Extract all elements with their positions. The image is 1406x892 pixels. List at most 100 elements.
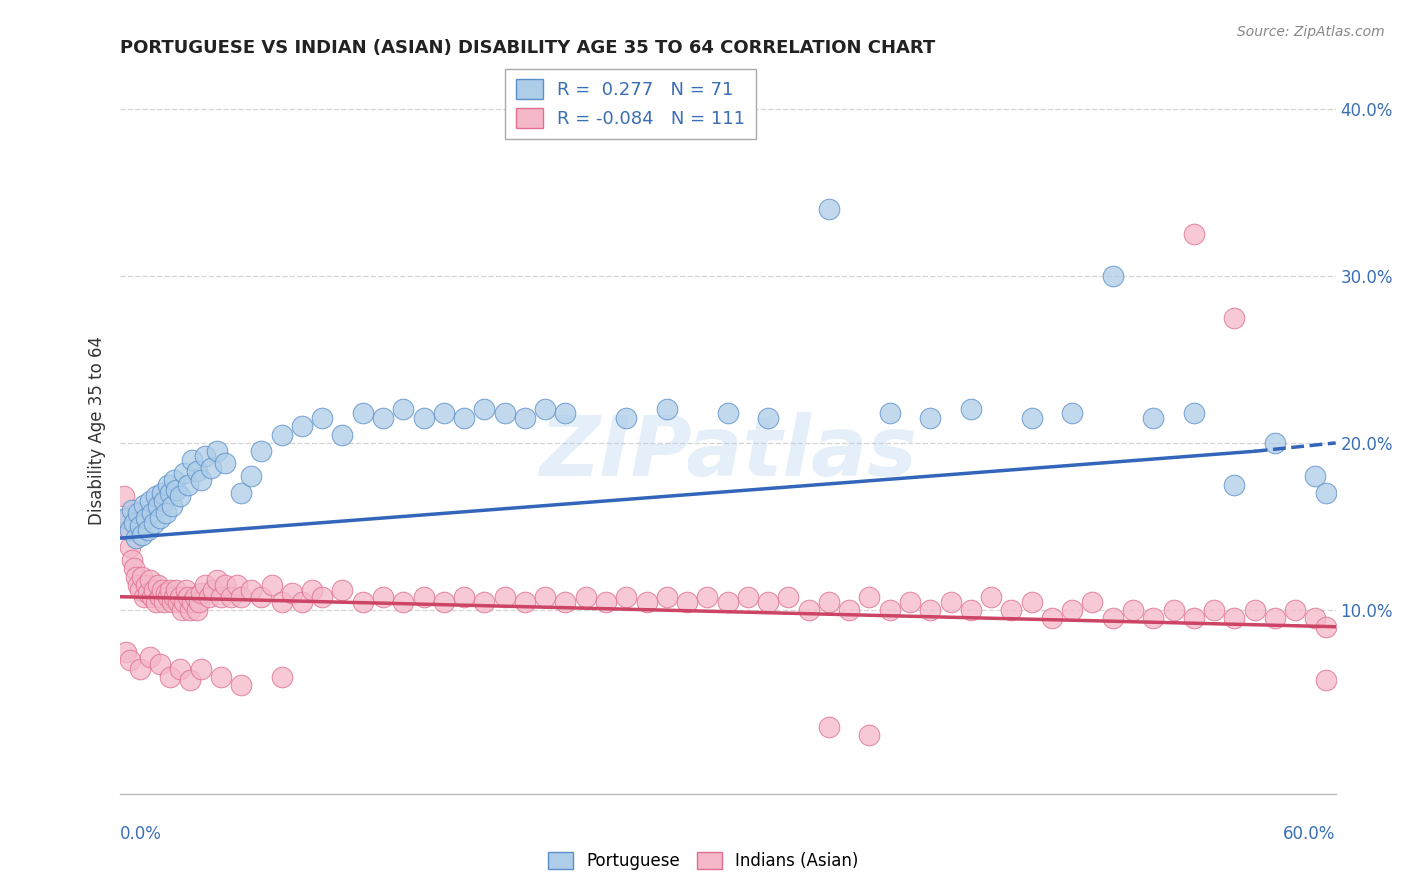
Point [114, 511, 136, 525]
Point [301, 582, 323, 597]
Point [114, 645, 136, 659]
Point [1182, 227, 1205, 241]
Point [1081, 595, 1104, 609]
Point [838, 603, 860, 617]
Point [939, 595, 962, 609]
Point [187, 595, 209, 609]
Point [371, 590, 394, 604]
Point [155, 506, 177, 520]
Point [201, 582, 224, 597]
Point [141, 506, 163, 520]
Point [179, 603, 201, 617]
Point [311, 590, 333, 604]
Point [194, 578, 217, 592]
Point [146, 500, 169, 514]
Point [717, 406, 740, 420]
Point [194, 450, 217, 464]
Point [959, 603, 981, 617]
Point [1284, 603, 1306, 617]
Point [1040, 611, 1063, 625]
Point [332, 427, 354, 442]
Point [160, 500, 183, 514]
Point [149, 657, 172, 671]
Point [332, 582, 354, 597]
Point [1223, 611, 1246, 625]
Point [163, 473, 186, 487]
Point [143, 516, 166, 530]
Point [186, 603, 208, 617]
Point [270, 595, 292, 609]
Point [1122, 603, 1144, 617]
Point [818, 202, 841, 216]
Point [1000, 603, 1022, 617]
Point [980, 590, 1002, 604]
Point [392, 402, 415, 417]
Point [1315, 673, 1337, 688]
Text: 0.0%: 0.0% [120, 825, 162, 843]
Point [149, 511, 172, 525]
Point [190, 661, 212, 675]
Point [920, 603, 942, 617]
Point [554, 595, 576, 609]
Point [155, 586, 177, 600]
Point [1305, 611, 1327, 625]
Point [291, 595, 314, 609]
Text: PORTUGUESE VS INDIAN (ASIAN) DISABILITY AGE 35 TO 64 CORRELATION CHART: PORTUGUESE VS INDIAN (ASIAN) DISABILITY … [120, 39, 935, 57]
Point [778, 590, 800, 604]
Point [260, 578, 283, 592]
Point [231, 486, 253, 500]
Point [219, 590, 242, 604]
Point [879, 603, 901, 617]
Text: ZIPatlas: ZIPatlas [538, 412, 917, 492]
Point [145, 595, 167, 609]
Point [1264, 436, 1286, 450]
Point [513, 595, 536, 609]
Point [636, 595, 658, 609]
Point [371, 410, 394, 425]
Point [1142, 410, 1164, 425]
Point [756, 410, 779, 425]
Point [858, 728, 880, 742]
Point [157, 477, 180, 491]
Point [136, 586, 159, 600]
Point [160, 595, 183, 609]
Point [128, 661, 150, 675]
Legend: Portuguese, Indians (Asian): Portuguese, Indians (Asian) [541, 845, 865, 877]
Point [291, 419, 314, 434]
Point [122, 516, 145, 530]
Point [181, 595, 204, 609]
Point [595, 595, 617, 609]
Text: 60.0%: 60.0% [1284, 825, 1336, 843]
Point [132, 498, 155, 512]
Point [494, 406, 516, 420]
Point [472, 595, 495, 609]
Point [240, 469, 263, 483]
Point [655, 590, 678, 604]
Point [122, 561, 145, 575]
Point [1315, 620, 1337, 634]
Point [183, 590, 205, 604]
Point [205, 444, 228, 458]
Point [412, 590, 434, 604]
Point [1223, 310, 1246, 325]
Point [125, 569, 148, 583]
Point [513, 410, 536, 425]
Point [132, 590, 155, 604]
Point [169, 590, 191, 604]
Point [131, 569, 153, 583]
Point [149, 590, 172, 604]
Point [1101, 611, 1123, 625]
Point [146, 578, 169, 592]
Point [165, 582, 187, 597]
Point [209, 590, 232, 604]
Point [433, 595, 456, 609]
Point [1142, 611, 1164, 625]
Point [127, 506, 149, 520]
Point [181, 452, 204, 467]
Point [756, 595, 779, 609]
Point [1204, 603, 1226, 617]
Point [128, 582, 150, 597]
Point [197, 590, 219, 604]
Point [176, 582, 198, 597]
Point [177, 590, 200, 604]
